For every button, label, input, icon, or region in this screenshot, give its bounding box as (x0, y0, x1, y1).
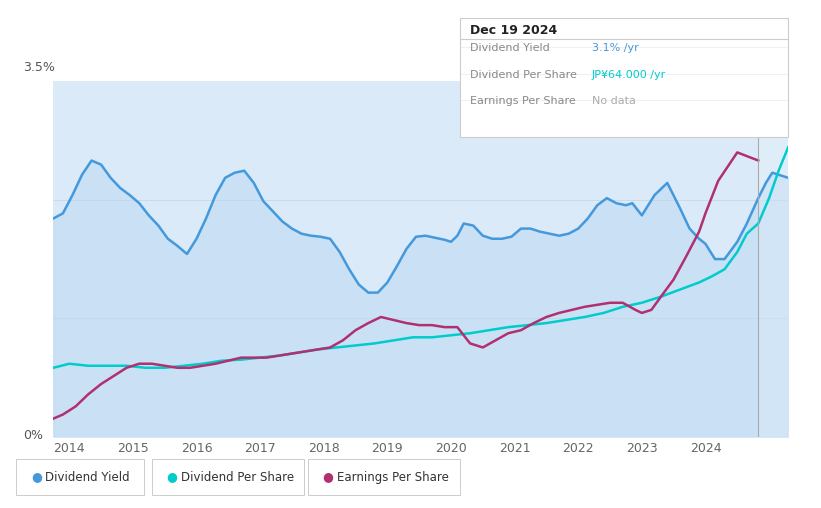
Text: No data: No data (592, 96, 635, 106)
Text: ●: ● (31, 470, 42, 484)
Text: Earnings Per Share: Earnings Per Share (337, 470, 448, 484)
Text: Dividend Per Share: Dividend Per Share (470, 70, 577, 80)
Text: Dividend Yield: Dividend Yield (45, 470, 130, 484)
Text: Dividend Per Share: Dividend Per Share (181, 470, 294, 484)
Text: ●: ● (323, 470, 333, 484)
Text: Dec 19 2024: Dec 19 2024 (470, 24, 557, 38)
Text: 0%: 0% (23, 429, 43, 442)
Text: Dividend Yield: Dividend Yield (470, 43, 550, 53)
Bar (759, 81, 788, 437)
Text: 3.5%: 3.5% (23, 60, 55, 74)
Text: 3.1% /yr: 3.1% /yr (592, 43, 639, 53)
Text: Earnings Per Share: Earnings Per Share (470, 96, 576, 106)
Text: JP¥64.000 /yr: JP¥64.000 /yr (592, 70, 666, 80)
Text: Past: Past (761, 100, 785, 110)
Text: ●: ● (167, 470, 177, 484)
